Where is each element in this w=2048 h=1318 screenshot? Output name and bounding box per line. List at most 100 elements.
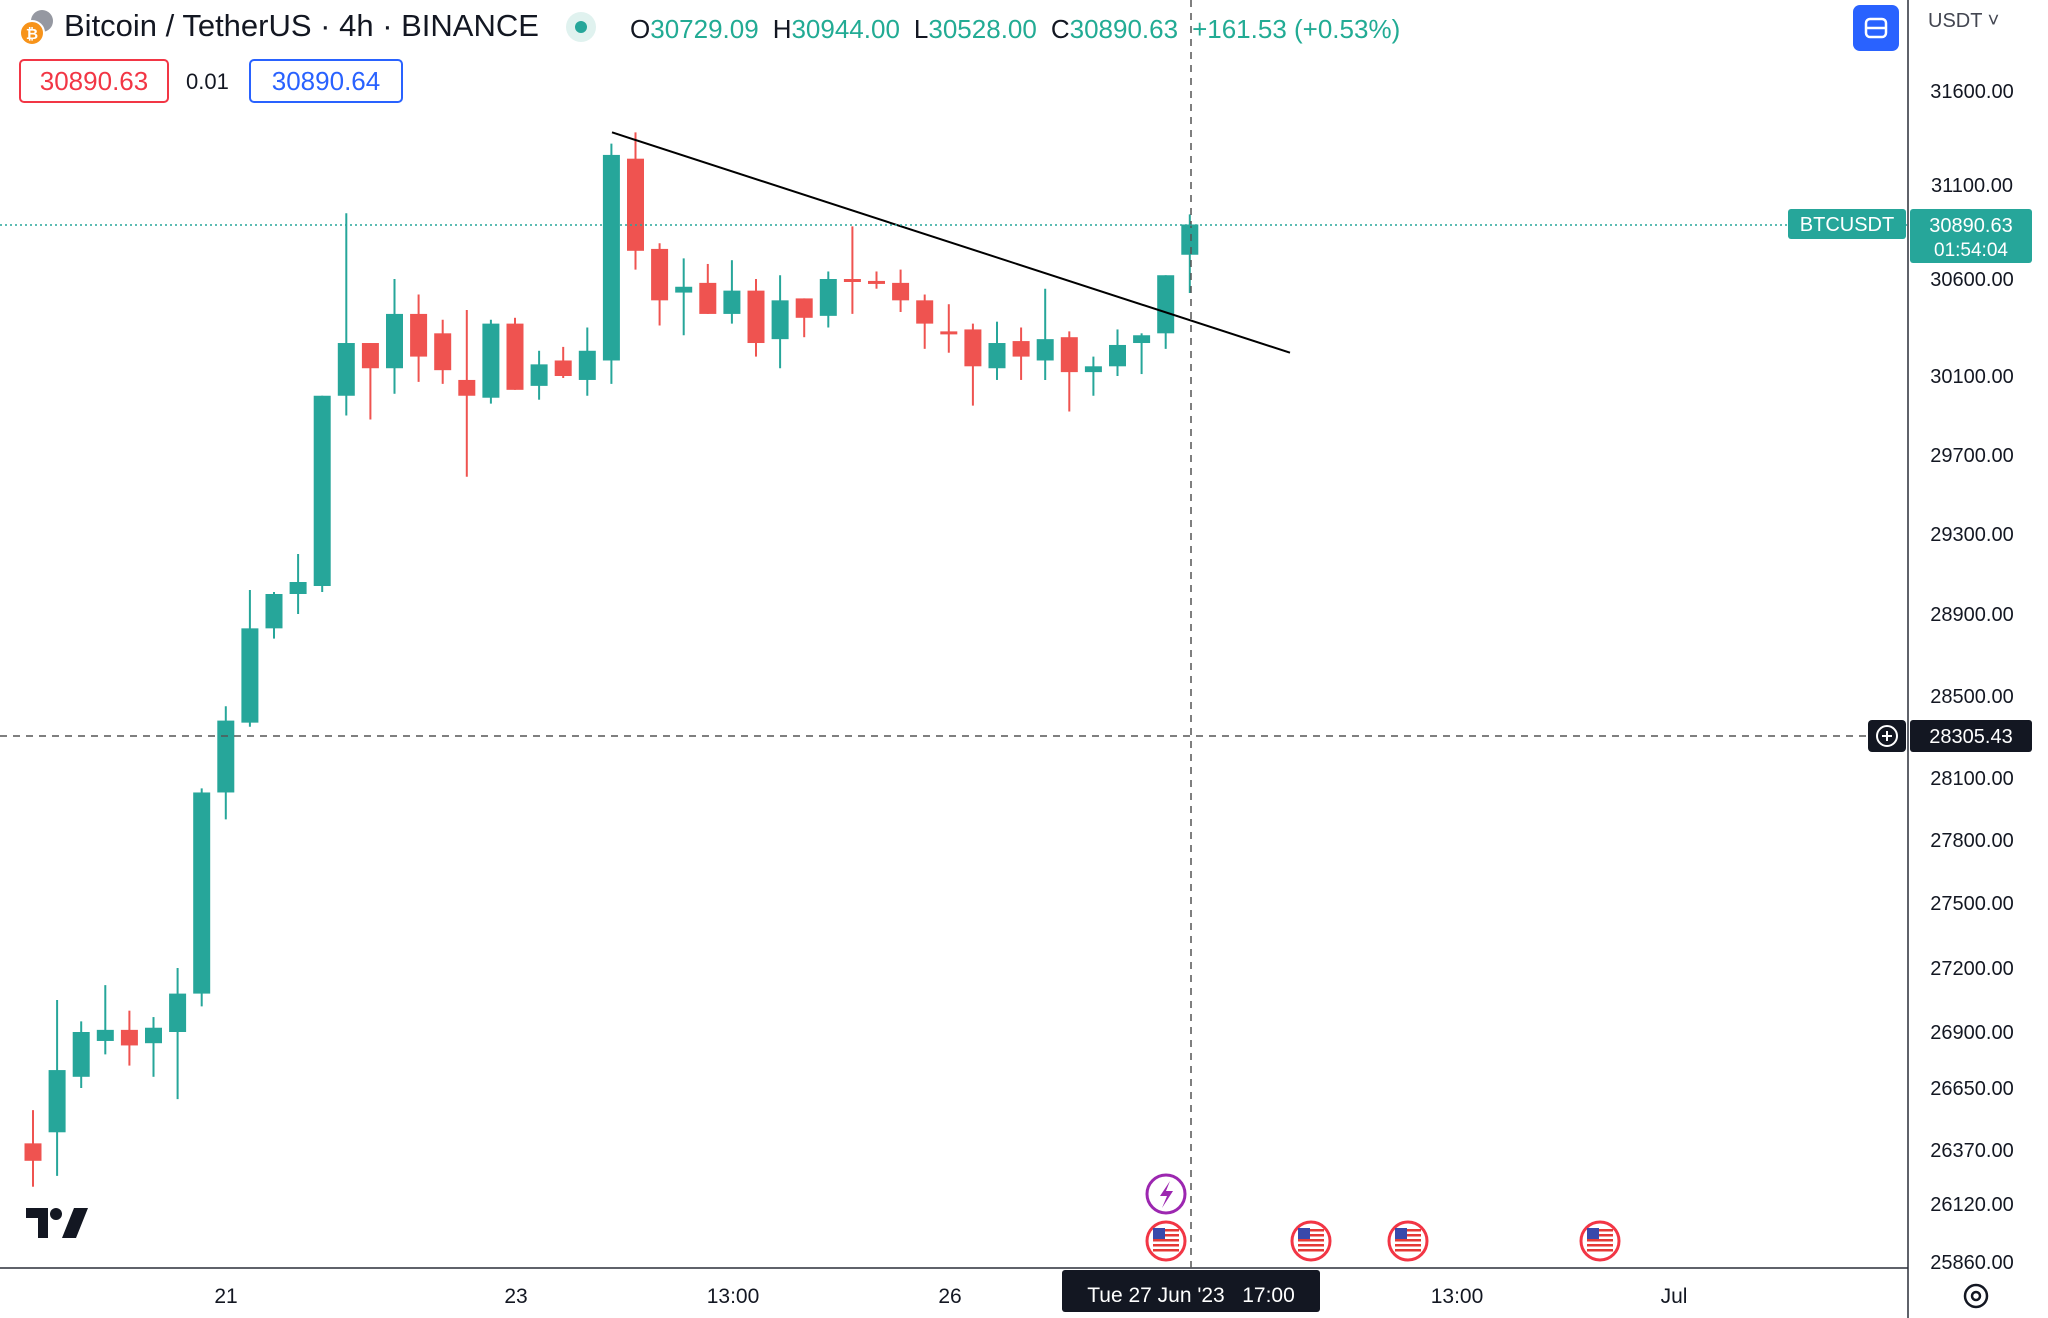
plus-circle-icon — [1876, 725, 1898, 747]
us-flag-icon[interactable] — [1387, 1220, 1429, 1262]
time-axis-label: 23 — [504, 1285, 527, 1308]
candle[interactable] — [554, 360, 572, 376]
candle[interactable] — [96, 1029, 114, 1041]
candle[interactable] — [1133, 335, 1151, 344]
market-status-indicator[interactable] — [566, 12, 596, 42]
price-axis-label: 26650.00 — [1930, 1078, 2013, 1100]
currency-selector[interactable]: USDT ˅ — [1928, 10, 2000, 32]
candle[interactable] — [843, 279, 861, 282]
candle[interactable] — [1036, 339, 1054, 361]
candle[interactable] — [337, 343, 355, 396]
candle[interactable] — [988, 343, 1006, 369]
candle[interactable] — [699, 282, 717, 314]
crosshair-time: Tue 27 Jun '23 17:00 — [1087, 1284, 1295, 1307]
candle[interactable] — [723, 290, 741, 314]
ohlc-open-label: O — [630, 14, 651, 44]
candle[interactable] — [1157, 275, 1175, 334]
candle[interactable] — [1084, 366, 1102, 373]
time-axis[interactable]: 21 23 13:00 26 13:00 Jul — [214, 1285, 1687, 1308]
symbol-title[interactable]: Bitcoin / TetherUS · 4h · BINANCE — [64, 8, 539, 43]
sell-button[interactable]: 30890.63 — [19, 59, 169, 103]
svg-text:₿: ₿ — [26, 25, 38, 43]
ohlc-change: +161.53 (+0.53%) — [1192, 14, 1401, 44]
candle[interactable] — [1060, 337, 1078, 373]
trendline-drawing[interactable] — [611, 131, 1291, 354]
candle[interactable] — [289, 582, 307, 594]
candle[interactable] — [265, 594, 283, 629]
price-axis-label: 26120.00 — [1930, 1194, 2013, 1216]
time-axis-label: 21 — [214, 1285, 237, 1308]
candle[interactable] — [241, 628, 259, 723]
candle[interactable] — [1109, 344, 1126, 367]
candle[interactable] — [24, 1143, 42, 1161]
candle[interactable] — [819, 279, 837, 316]
price-axis-label: 27200.00 — [1930, 958, 2013, 980]
price-axis-label: 26900.00 — [1930, 1022, 2013, 1044]
candle[interactable] — [651, 248, 669, 301]
ohlc-low-label: L — [913, 14, 929, 44]
lightning-icon[interactable] — [1145, 1173, 1187, 1215]
candle[interactable] — [193, 792, 211, 994]
candle[interactable] — [386, 313, 403, 369]
candle[interactable] — [458, 379, 476, 396]
ohlc-low: 30528.00 — [928, 14, 1037, 44]
candle[interactable] — [217, 720, 235, 793]
price-axis-label: 31600.00 — [1930, 81, 2013, 103]
ohlc-legend: O 30729.09 H 30944.00 L 30528.00 C 30890.63 … — [630, 14, 1400, 45]
price-axis-label: 27500.00 — [1930, 893, 2013, 915]
bitcoin-icon: ₿ — [18, 9, 54, 46]
candle[interactable] — [602, 154, 620, 361]
candle[interactable] — [771, 300, 789, 340]
candle[interactable] — [627, 158, 644, 251]
buy-button[interactable]: 30890.64 — [249, 59, 403, 103]
candle[interactable] — [868, 280, 885, 284]
us-flag-icon[interactable] — [1290, 1220, 1332, 1262]
candle[interactable] — [48, 1070, 66, 1133]
candle[interactable] — [916, 300, 934, 324]
time-axis-label: 13:00 — [1431, 1285, 1484, 1308]
layout-button[interactable] — [1853, 5, 1899, 51]
candle[interactable] — [361, 343, 379, 369]
time-axis-label: Jul — [1661, 1285, 1688, 1308]
us-flag-icon[interactable] — [1145, 1220, 1187, 1262]
candle[interactable] — [795, 298, 813, 318]
candle[interactable] — [410, 313, 428, 357]
candle[interactable] — [120, 1029, 138, 1046]
candle[interactable] — [72, 1032, 90, 1077]
price-axis[interactable]: 31600.00 31100.00 30600.00 30100.00 29700.00… — [1930, 81, 2013, 1274]
symbol-label-box — [1788, 209, 1906, 239]
candle[interactable] — [313, 395, 331, 586]
price-axis-label: 29700.00 — [1930, 445, 2013, 467]
candle[interactable] — [1012, 341, 1030, 357]
candle[interactable] — [675, 286, 693, 293]
candle[interactable] — [482, 323, 500, 398]
price-axis-label: 28100.00 — [1930, 768, 2013, 790]
price-axis-label: 27800.00 — [1930, 830, 2013, 852]
us-flag-icon[interactable] — [1579, 1220, 1621, 1262]
last-price-value: 30890.63 — [1929, 215, 2012, 237]
ohlc-high: 30944.00 — [791, 14, 900, 44]
crosshair-time-box — [1062, 1270, 1320, 1312]
ohlc-open: 30729.09 — [650, 14, 759, 44]
candle[interactable] — [169, 993, 187, 1032]
settings-icon[interactable] — [1963, 1283, 1989, 1309]
last-price-box — [1910, 209, 2032, 263]
candle[interactable] — [530, 364, 548, 386]
price-axis-label: 28900.00 — [1930, 604, 2013, 626]
price-axis-label: 25860.00 — [1930, 1252, 2013, 1274]
crosshair-price: 28305.43 — [1929, 726, 2012, 748]
tradingview-logo[interactable] — [26, 1208, 88, 1245]
candle[interactable] — [892, 282, 910, 301]
candle[interactable] — [1181, 224, 1199, 255]
candle[interactable] — [964, 329, 982, 367]
candle[interactable] — [747, 290, 765, 344]
symbol-label: BTCUSDT — [1800, 214, 1894, 236]
candle[interactable] — [940, 331, 958, 335]
candle[interactable] — [578, 350, 596, 380]
candle[interactable] — [434, 333, 452, 371]
price-axis-label: 26370.00 — [1930, 1140, 2013, 1162]
candle[interactable] — [506, 323, 524, 390]
layout-icon — [1864, 17, 1888, 39]
candle[interactable] — [145, 1027, 162, 1044]
